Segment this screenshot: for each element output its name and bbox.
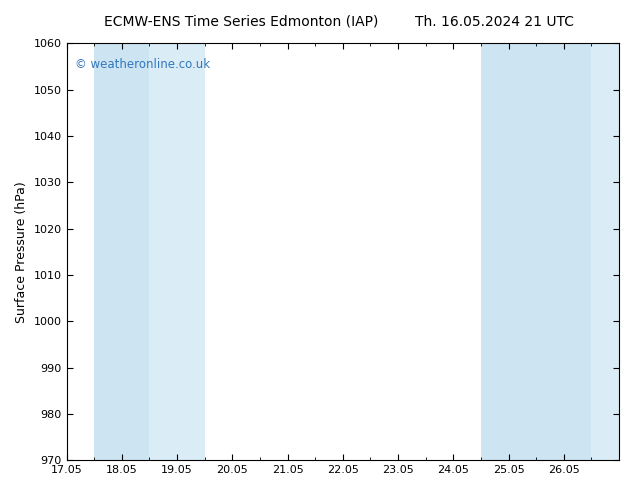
Text: © weatheronline.co.uk: © weatheronline.co.uk bbox=[75, 58, 210, 71]
Bar bbox=[150, 44, 205, 460]
Text: ECMW-ENS Time Series Edmonton (IAP): ECMW-ENS Time Series Edmonton (IAP) bbox=[104, 15, 378, 29]
Bar bbox=[481, 44, 536, 460]
Bar bbox=[94, 44, 150, 460]
Y-axis label: Surface Pressure (hPa): Surface Pressure (hPa) bbox=[15, 181, 28, 323]
Bar bbox=[592, 44, 619, 460]
Text: Th. 16.05.2024 21 UTC: Th. 16.05.2024 21 UTC bbox=[415, 15, 574, 29]
Bar bbox=[536, 44, 592, 460]
